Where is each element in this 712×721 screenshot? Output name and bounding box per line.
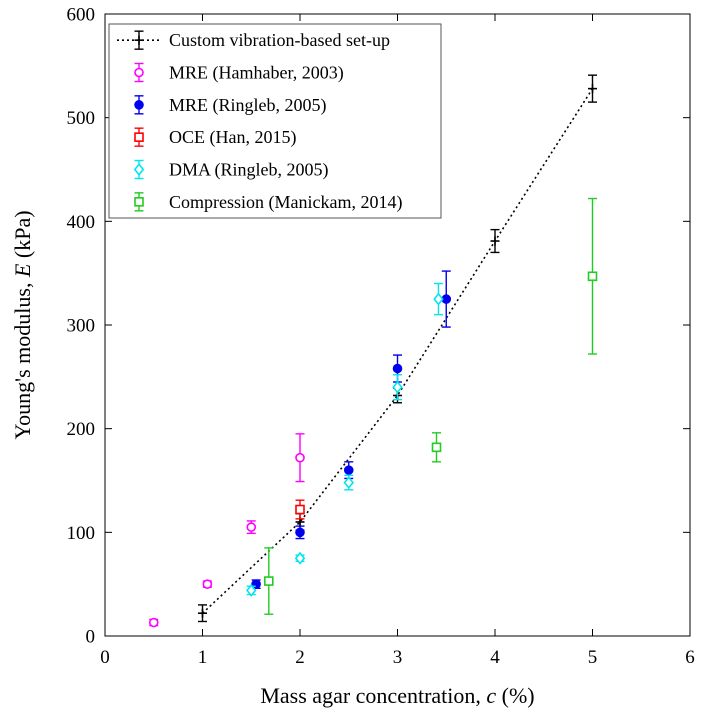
x-tick-label: 4 bbox=[490, 647, 500, 668]
legend-entry: Compression (Manickam, 2014) bbox=[134, 192, 402, 213]
x-tick-label: 0 bbox=[100, 647, 110, 668]
x-axis-label: Mass agar concentration, c (%) bbox=[260, 683, 534, 708]
legend-entry: MRE (Hamhaber, 2003) bbox=[134, 63, 344, 84]
y-tick-label: 400 bbox=[67, 212, 96, 233]
legend: Custom vibration-based set-up MRE (Hamhab… bbox=[108, 23, 442, 219]
legend-label: OCE (Han, 2015) bbox=[169, 127, 296, 148]
trend-line bbox=[201, 88, 594, 614]
series-oce-han-2015 bbox=[295, 499, 305, 520]
legend-label: Custom vibration-based set-up bbox=[169, 30, 390, 50]
y-axis-label: Young's modulus, E (kPa) bbox=[10, 210, 35, 439]
y-tick-label: 0 bbox=[86, 627, 96, 648]
legend-entry: DMA (Ringleb, 2005) bbox=[133, 160, 329, 181]
series-dma-ringleb-2005 bbox=[246, 282, 444, 597]
x-tick-label: 1 bbox=[198, 647, 208, 668]
y-tick-label: 500 bbox=[67, 108, 96, 129]
y-tick-label: 600 bbox=[67, 5, 96, 26]
x-tick-label: 3 bbox=[393, 647, 403, 668]
y-tick-label: 300 bbox=[67, 316, 96, 337]
legend-box bbox=[108, 23, 442, 219]
y-tick-label: 200 bbox=[67, 419, 96, 440]
x-tick-label: 5 bbox=[588, 647, 598, 668]
x-tick-label: 6 bbox=[685, 647, 695, 668]
y-tick-label: 100 bbox=[67, 523, 96, 544]
series-mre-hamhaber-2003 bbox=[148, 433, 305, 628]
legend-entry: OCE (Han, 2015) bbox=[134, 127, 296, 148]
legend-label: DMA (Ringleb, 2005) bbox=[169, 160, 329, 181]
legend-label: Compression (Manickam, 2014) bbox=[169, 192, 402, 213]
legend-label: MRE (Ringleb, 2005) bbox=[169, 95, 327, 116]
legend-entry: MRE (Ringleb, 2005) bbox=[134, 95, 327, 116]
legend-label: MRE (Hamhaber, 2003) bbox=[169, 63, 344, 84]
legend-entry: Custom vibration-based set-up bbox=[117, 30, 390, 50]
x-tick-label: 2 bbox=[295, 647, 305, 668]
series-compression-manickam-2014 bbox=[263, 197, 598, 615]
